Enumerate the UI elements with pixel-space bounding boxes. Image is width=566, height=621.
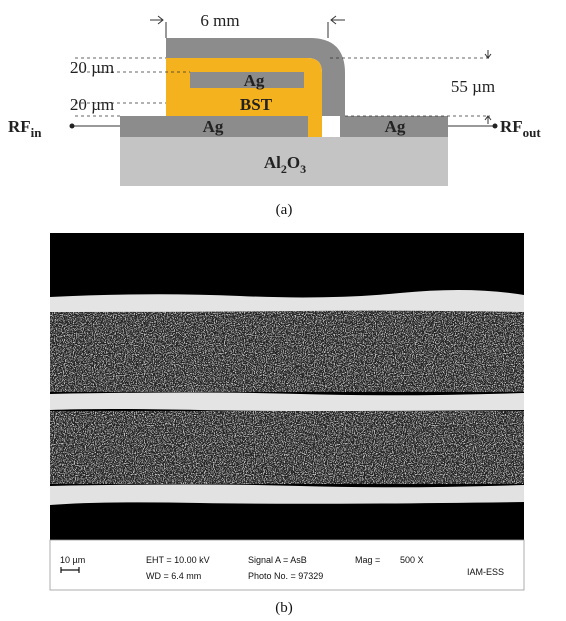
figure: 6 mm 20 µm 20 µm 55 µm Ag BST Ag Ag Al2O… <box>0 0 566 621</box>
info-text: EHT = 10.00 kV <box>146 555 210 565</box>
bottom-electrode-label: Ag <box>203 117 224 136</box>
info-text: Mag = <box>355 555 380 565</box>
rf-text: RF <box>500 117 523 136</box>
rf-out-dot <box>493 124 498 129</box>
top-electrode-label: Ag <box>244 71 265 90</box>
page: {"diagram_a": { "width_label": "6 mm", "… <box>0 0 566 621</box>
silver-stripe <box>50 485 524 506</box>
silver-stripe <box>50 393 524 412</box>
info-text: 500 X <box>400 555 424 565</box>
texture <box>50 310 524 392</box>
rf-text: RF <box>8 117 31 136</box>
formula-sub: 3 <box>300 162 306 176</box>
formula-part: O <box>287 153 300 172</box>
info-bar <box>50 540 524 590</box>
info-text: Signal A = AsB <box>248 555 307 565</box>
sem-image: 10 µm EHT = 10.00 kV WD = 6.4 mm Signal … <box>50 233 524 616</box>
thickness-label: 20 µm <box>70 95 114 114</box>
height-label: 55 µm <box>451 77 495 96</box>
info-text: Photo No. = 97329 <box>248 571 323 581</box>
info-text: WD = 6.4 mm <box>146 571 201 581</box>
diagram-a: 6 mm 20 µm 20 µm 55 µm Ag BST Ag Ag Al2O… <box>8 11 541 218</box>
rf-out-label: RFout <box>500 117 541 140</box>
rf-sub: out <box>523 125 542 140</box>
scale-label: 10 µm <box>60 555 85 565</box>
rf-sub: in <box>31 125 43 140</box>
bottom-electrode-label: Ag <box>385 117 406 136</box>
caption: (a) <box>276 202 293 218</box>
texture <box>50 411 524 484</box>
thickness-label: 20 µm <box>70 58 114 77</box>
bst-label: BST <box>240 95 273 114</box>
rf-in-label: RFin <box>8 117 42 140</box>
width-label: 6 mm <box>200 11 239 30</box>
formula-part: Al <box>264 153 281 172</box>
caption: (b) <box>275 600 293 616</box>
info-text: IAM-ESS <box>467 567 504 577</box>
rf-in-dot <box>70 124 75 129</box>
